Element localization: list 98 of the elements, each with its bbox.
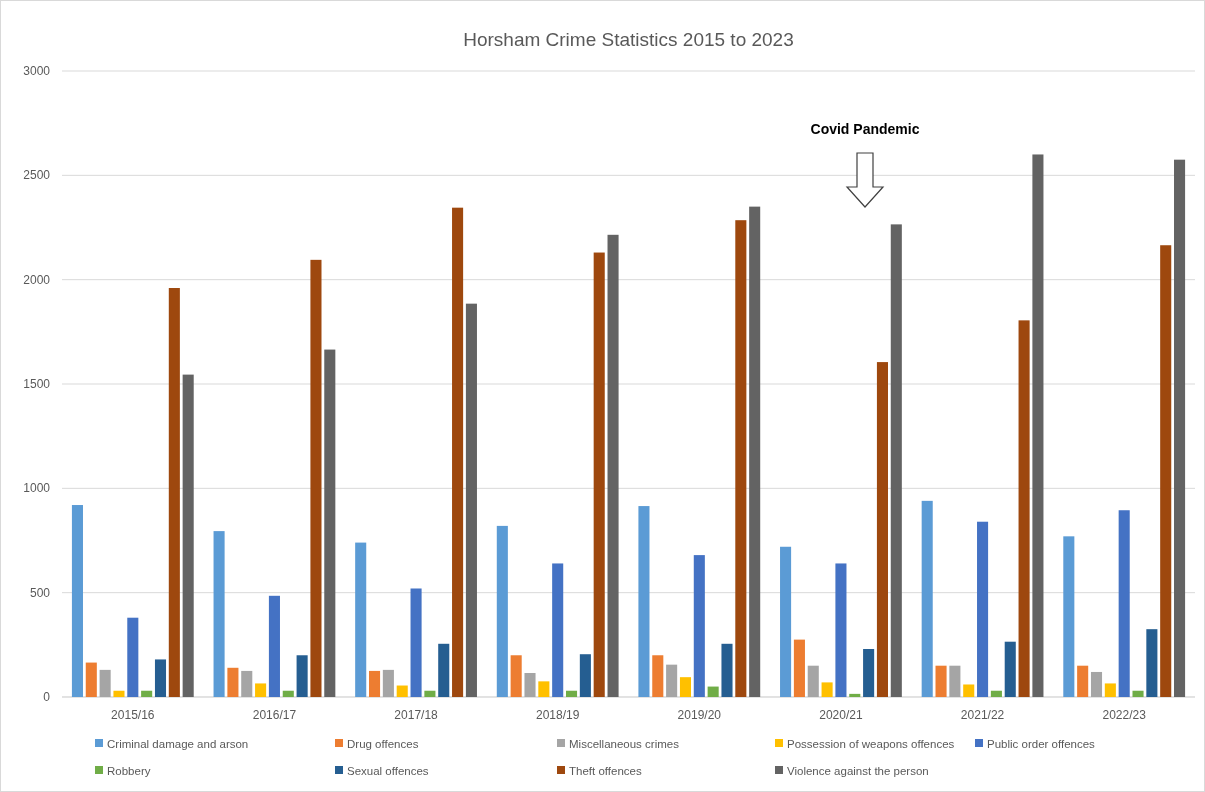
annotation: Covid Pandemic [810,121,920,137]
bar [85,662,97,697]
bar [465,303,477,697]
bar [99,669,111,697]
bar [127,617,139,697]
bar [1174,159,1186,697]
bar [424,690,436,697]
bar [310,259,322,697]
bar [921,500,933,697]
bar [154,659,167,697]
bar [168,288,180,697]
bar [949,665,961,697]
legend-label: Public order offences [987,738,1096,750]
y-tick-label: 3000 [23,64,51,78]
bar [255,683,267,697]
x-tick-label: 2022/23 [1102,708,1147,722]
bar [780,546,792,697]
bar [579,654,591,697]
bar [355,542,367,697]
bar [807,665,819,697]
bar [538,681,550,697]
bar [141,690,153,697]
y-tick-label: 2000 [23,272,51,287]
x-tick-label: 2016/17 [252,708,297,722]
chart-title: Horsham Crime Statistics 2015 to 2023 [463,29,794,50]
bar [382,669,394,697]
bar [182,374,194,697]
legend-label: Miscellaneous crimes [569,738,680,750]
bar [821,682,833,697]
x-tick-label: 2021/22 [960,708,1005,722]
legend-label: Possession of weapons offences [787,738,955,750]
bar [990,690,1002,697]
bar [935,665,947,697]
bar [410,588,422,697]
bar [71,505,83,697]
bar [849,693,861,697]
legend-label: Theft offences [569,765,642,777]
bar [1132,690,1144,697]
bar [213,531,225,697]
bar [438,643,450,697]
y-tick-label: 0 [43,690,51,704]
bar [369,670,381,697]
x-tick-label: 2018/19 [535,708,580,722]
bar [1118,510,1130,697]
bar [835,563,847,697]
bar [1063,536,1075,697]
bar [1104,683,1116,697]
bar [863,649,875,697]
y-tick-label: 1000 [23,481,51,496]
bar [638,506,650,697]
bar [721,643,733,697]
bar [593,252,605,697]
bar [227,667,239,697]
bar [1077,665,1089,697]
legend-label: Criminal damage and arson [107,738,249,750]
bar [510,655,522,697]
bar [607,234,619,697]
bar [1146,629,1158,697]
legend-label: Violence against the person [787,765,929,777]
bar [963,684,975,697]
bar [452,207,464,697]
bar [735,220,747,697]
bar [282,690,294,697]
bar [524,673,536,697]
legend-label: Robbery [107,765,151,777]
bar [890,224,902,697]
bar [876,362,888,697]
bar [1018,320,1030,697]
bar [707,686,719,697]
bar [652,655,664,697]
bar [396,685,408,697]
bar [496,525,508,697]
bar [679,677,692,697]
bar [241,670,253,697]
bar [296,655,308,697]
legend-label: Drug offences [347,738,419,750]
bar [1160,245,1172,697]
bar [666,664,678,697]
bar [1004,641,1016,697]
bar [749,206,761,697]
bar [1032,154,1044,697]
bar [693,555,705,697]
bar [565,690,578,697]
bar [113,690,125,697]
bar [268,595,280,697]
bar [324,349,336,697]
x-tick-label: 2020/21 [819,708,863,722]
y-tick-label: 1500 [23,377,51,391]
y-tick-label: 500 [29,585,51,600]
bar [793,639,805,697]
bar [1090,671,1103,697]
x-tick-label: 2015/16 [111,708,155,722]
x-tick-label: 2019/20 [677,708,722,722]
x-tick-label: 2017/18 [394,708,439,722]
y-tick-label: 2500 [23,168,51,183]
bar [552,563,564,697]
legend-label: Sexual offences [347,765,429,777]
bar [977,521,989,697]
